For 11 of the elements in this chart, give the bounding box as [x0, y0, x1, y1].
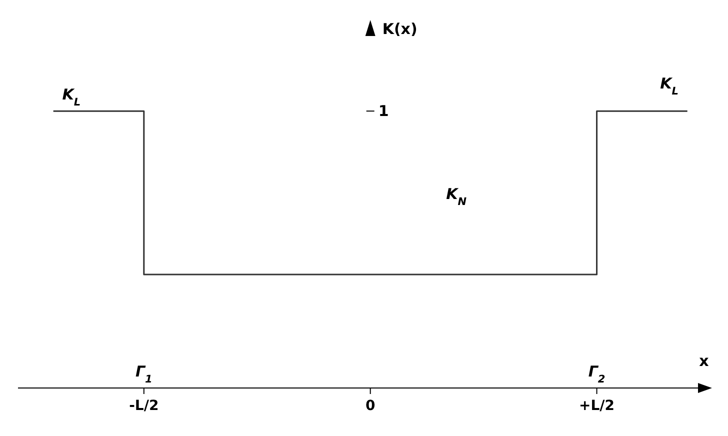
x-axis-title: x [699, 352, 710, 370]
y-axis-title: K(x) [382, 20, 418, 38]
x-tick-label: +L/2 [579, 398, 615, 414]
x-tick-label: 0 [365, 398, 376, 414]
annotation: K$_{N}$ [446, 185, 467, 208]
annotation: Γ$_{1}$ [135, 362, 152, 386]
annotation: 1 [378, 102, 389, 120]
text: K$_{L}$ [62, 85, 81, 108]
text: K$_{L}$ [660, 74, 678, 98]
x-tick-label: -L/2 [129, 398, 159, 414]
annotation: Γ$_{2}$ [588, 362, 606, 386]
